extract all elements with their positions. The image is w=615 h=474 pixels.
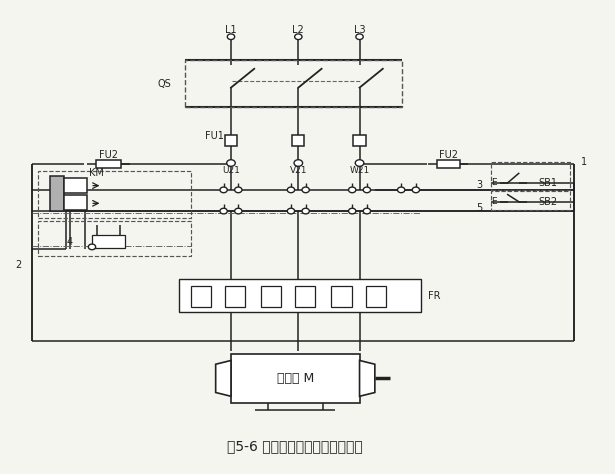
Circle shape <box>397 187 405 193</box>
Text: E: E <box>491 178 497 187</box>
Bar <box>231 354 360 403</box>
Text: 2: 2 <box>15 260 22 270</box>
Bar <box>179 279 421 312</box>
Circle shape <box>349 208 356 214</box>
Bar <box>64 195 87 210</box>
Circle shape <box>235 208 242 214</box>
Bar <box>331 285 352 307</box>
Bar <box>261 285 281 307</box>
Text: SB1: SB1 <box>538 178 557 188</box>
Circle shape <box>89 244 96 250</box>
Bar <box>491 162 569 190</box>
Bar <box>191 285 211 307</box>
Circle shape <box>228 34 235 39</box>
Text: KM: KM <box>89 168 104 178</box>
Circle shape <box>412 187 419 193</box>
Text: W21: W21 <box>349 166 370 175</box>
Text: L2: L2 <box>293 25 304 35</box>
Bar <box>225 135 237 146</box>
Circle shape <box>302 208 309 214</box>
Circle shape <box>355 160 364 166</box>
Text: 1: 1 <box>581 157 587 167</box>
Text: FU2: FU2 <box>439 150 458 161</box>
Bar <box>185 60 402 108</box>
Bar <box>96 160 121 168</box>
Circle shape <box>287 208 295 214</box>
Bar <box>292 135 304 146</box>
Text: QS: QS <box>158 79 172 89</box>
Circle shape <box>294 160 303 166</box>
Text: FU2: FU2 <box>99 150 118 161</box>
Text: V21: V21 <box>290 166 307 175</box>
Bar <box>38 220 191 256</box>
Circle shape <box>349 187 356 193</box>
Bar <box>50 176 64 211</box>
Circle shape <box>363 187 371 193</box>
Circle shape <box>235 187 242 193</box>
Text: L1: L1 <box>225 25 237 35</box>
Bar <box>366 285 386 307</box>
Circle shape <box>302 187 309 193</box>
Text: FR: FR <box>428 291 440 301</box>
Circle shape <box>227 160 236 166</box>
Text: L3: L3 <box>354 25 365 35</box>
Text: 图5-6 连续控制接触器控制结构图: 图5-6 连续控制接触器控制结构图 <box>228 440 363 454</box>
Text: FU1: FU1 <box>205 131 224 141</box>
Polygon shape <box>216 360 231 396</box>
Text: 4: 4 <box>67 237 73 246</box>
Bar <box>354 135 366 146</box>
Bar <box>295 285 315 307</box>
Bar <box>225 285 245 307</box>
Bar <box>64 178 87 193</box>
Circle shape <box>356 34 363 39</box>
Circle shape <box>363 208 371 214</box>
Text: E: E <box>491 197 497 206</box>
Text: U21: U21 <box>222 166 240 175</box>
Text: SB2: SB2 <box>538 197 557 207</box>
Circle shape <box>295 34 302 39</box>
Circle shape <box>220 187 228 193</box>
Polygon shape <box>360 360 375 396</box>
Text: 5: 5 <box>476 203 482 213</box>
Circle shape <box>287 187 295 193</box>
Bar <box>92 235 125 248</box>
Bar <box>38 171 191 218</box>
Circle shape <box>220 208 228 214</box>
Text: 电动机 M: 电动机 M <box>277 372 314 385</box>
Text: 3: 3 <box>476 180 482 190</box>
Bar <box>491 191 569 210</box>
Bar <box>437 160 460 168</box>
